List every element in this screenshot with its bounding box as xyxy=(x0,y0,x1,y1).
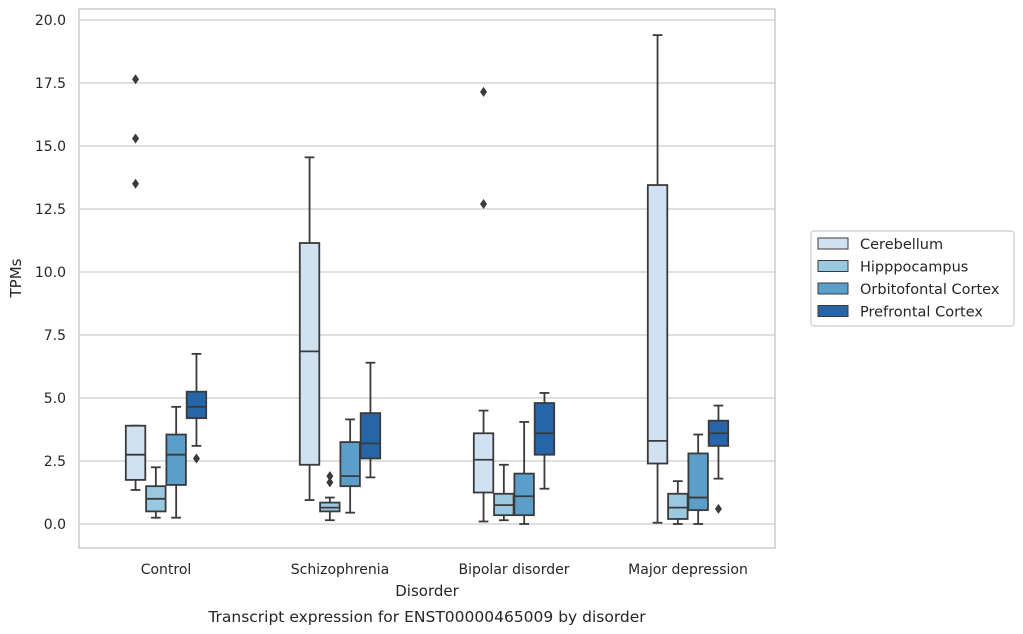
y-axis-label: TPMs xyxy=(7,258,25,298)
box-major-depression xyxy=(667,480,689,525)
y-tick-label: 10.0 xyxy=(35,265,66,281)
legend: Cerebellum Hipppocampus Orbitofontal Corte… xyxy=(810,230,1015,327)
x-tick-label: Schizophrenia xyxy=(291,562,389,578)
y-tick-label: 17.5 xyxy=(35,76,66,92)
y-axis-ticks: 0.0 2.5 5.0 7.5 10.0 12.5 15.0 17.5 20.0 xyxy=(35,13,66,533)
plot-area-frame xyxy=(78,8,776,549)
legend-swatch xyxy=(817,260,849,272)
iqr-box xyxy=(298,242,321,466)
legend-label: Orbitofontal Cortex xyxy=(860,282,1000,298)
box-schizophrenia xyxy=(319,471,341,522)
y-tick-label: 7.5 xyxy=(44,328,66,344)
iqr-box xyxy=(687,452,709,512)
outlier-point xyxy=(480,198,488,209)
box-schizophrenia xyxy=(339,418,361,514)
box-major-depression xyxy=(687,433,709,525)
iqr-box xyxy=(513,472,535,517)
outlier-point xyxy=(326,477,334,488)
box-bipolar-disorder xyxy=(493,463,515,522)
box-schizophrenia xyxy=(359,361,382,479)
box-major-depression xyxy=(707,404,730,514)
iqr-box xyxy=(667,492,689,520)
chart-caption: Transcript expression for ENST0000046500… xyxy=(207,608,646,626)
legend-item: Hipppocampus xyxy=(817,260,968,276)
outlier-point xyxy=(132,178,140,189)
iqr-box xyxy=(472,432,495,494)
y-tick-label: 12.5 xyxy=(35,202,66,218)
legend-item: Cerebellum xyxy=(817,237,943,253)
series-cerebellum xyxy=(124,34,669,524)
x-axis-label: Disorder xyxy=(395,582,459,600)
iqr-box xyxy=(339,441,361,488)
legend-swatch xyxy=(817,282,849,295)
box-control xyxy=(185,352,208,464)
box-control xyxy=(145,466,167,519)
box-plot-series xyxy=(124,34,730,525)
box-bipolar-disorder xyxy=(513,421,535,525)
outlier-point xyxy=(132,133,140,144)
x-tick-label: Major depression xyxy=(628,562,748,578)
outlier-point xyxy=(132,74,140,85)
box-bipolar-disorder xyxy=(472,86,495,523)
legend-swatch xyxy=(817,305,849,317)
outlier-point xyxy=(192,453,200,464)
legend-item: Orbitofontal Cortex xyxy=(817,282,1000,298)
x-axis-ticks: Control Schizophrenia Bipolar disorder Majo… xyxy=(141,562,748,578)
legend-item: Prefrontal Cortex xyxy=(817,305,983,321)
box-control xyxy=(165,405,187,519)
legend-label: Cerebellum xyxy=(860,237,943,253)
series-prefrontal-cortex xyxy=(185,352,730,514)
series-orbitofontal-cortex xyxy=(165,405,709,525)
outlier-point xyxy=(326,471,334,482)
y-tick-label: 15.0 xyxy=(35,139,66,155)
y-tick-label: 0.0 xyxy=(44,517,66,533)
iqr-box xyxy=(124,424,147,481)
x-tick-label: Control xyxy=(141,562,192,578)
outlier-point xyxy=(480,86,488,97)
legend-swatch xyxy=(817,237,849,250)
legend-label: Hipppocampus xyxy=(860,260,968,276)
iqr-box xyxy=(359,412,382,460)
box-major-depression xyxy=(646,34,669,524)
iqr-box xyxy=(646,184,669,465)
iqr-box xyxy=(185,390,208,420)
y-tick-label: 20.0 xyxy=(35,13,66,29)
y-tick-label: 5.0 xyxy=(44,391,66,407)
iqr-box xyxy=(533,402,556,456)
box-bipolar-disorder xyxy=(533,392,556,490)
outlier-point xyxy=(714,503,722,514)
x-tick-label: Bipolar disorder xyxy=(458,562,569,578)
legend-label: Prefrontal Cortex xyxy=(860,305,983,321)
box-control xyxy=(124,74,147,491)
legend-frame xyxy=(810,230,1015,327)
box-schizophrenia xyxy=(298,156,321,501)
y-tick-label: 2.5 xyxy=(44,454,66,470)
series-hipppocampus xyxy=(145,463,689,525)
iqr-box xyxy=(165,433,187,486)
